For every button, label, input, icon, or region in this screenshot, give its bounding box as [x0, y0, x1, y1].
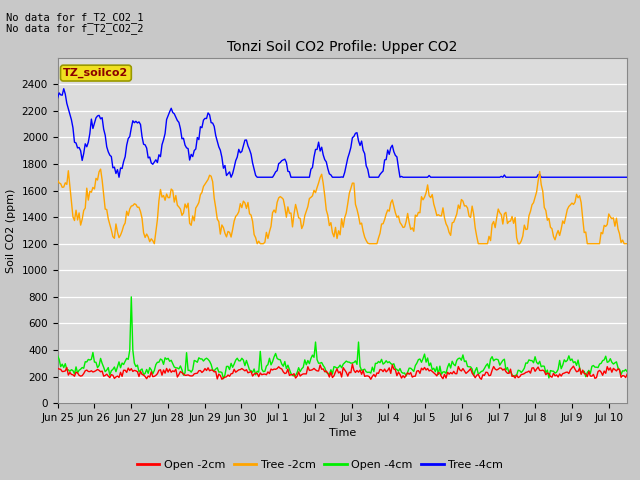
- Text: No data for f_T2_CO2_2: No data for f_T2_CO2_2: [6, 23, 144, 34]
- Y-axis label: Soil CO2 (ppm): Soil CO2 (ppm): [6, 188, 16, 273]
- X-axis label: Time: Time: [329, 429, 356, 438]
- Title: Tonzi Soil CO2 Profile: Upper CO2: Tonzi Soil CO2 Profile: Upper CO2: [227, 40, 458, 54]
- Legend: Open -2cm, Tree -2cm, Open -4cm, Tree -4cm: Open -2cm, Tree -2cm, Open -4cm, Tree -4…: [132, 456, 508, 474]
- Text: No data for f_T2_CO2_1: No data for f_T2_CO2_1: [6, 12, 144, 23]
- Text: TZ_soilco2: TZ_soilco2: [63, 68, 129, 78]
